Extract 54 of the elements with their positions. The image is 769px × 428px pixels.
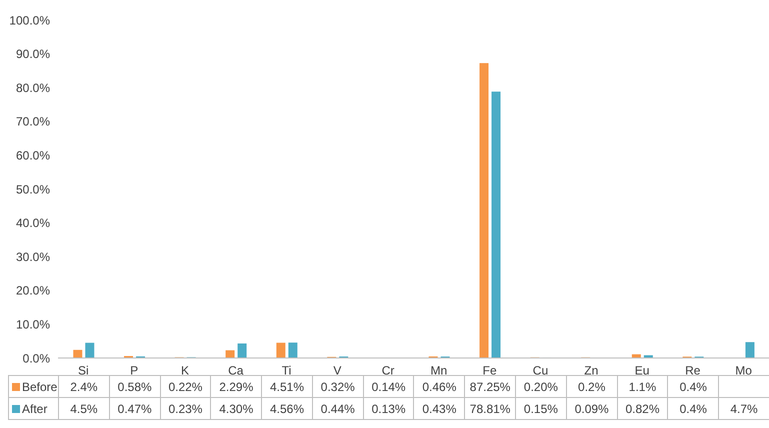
x-tick-label: Fe [482,364,497,378]
data-label: 2.29% [219,380,254,394]
data-label: 4.56% [262,398,312,420]
data-label: 1.1% [628,380,656,394]
data-label: 0.14% [372,380,406,394]
data-label: 4.51% [270,380,304,394]
x-tick-label: Si [78,364,89,378]
x-tick-label: Eu [634,364,650,378]
data-label: 0.58% [118,380,152,394]
data-label: 0.43% [414,398,465,420]
x-tick-label: Cr [382,364,394,378]
data-label: 4.7% [718,398,769,420]
y-tick-label: 50.0% [16,182,50,196]
data-label: 0.46% [422,380,456,394]
legend-label: Before [8,376,58,398]
y-tick-label: 80.0% [16,80,50,95]
x-tick-label: Zn [584,364,598,378]
y-tick-label: 60.0% [16,148,50,162]
data-label: 0.13% [363,398,414,420]
y-tick-label: 40.0% [16,216,50,230]
data-label: 0.47% [109,398,160,420]
data-label: 0.23% [160,398,211,420]
x-tick-label: Ca [228,364,244,378]
data-label: 4.30% [210,398,262,420]
x-tick-label: Mn [430,364,448,378]
y-tick-label: 70.0% [16,114,50,129]
legend-label: After [8,398,58,420]
x-tick-label: Mo [735,364,752,378]
data-label: 0.20% [524,380,558,394]
data-label: 0.4% [668,398,719,420]
x-tick-label: Cu [532,364,548,378]
data-label: 0.4% [680,380,707,394]
x-tick-label: P [130,364,138,378]
data-label: 2.4% [70,380,98,394]
data-label: 0.09% [566,398,618,420]
x-tick-label: V [333,364,342,378]
data-label: 0.15% [516,398,566,420]
y-tick-label: 20.0% [16,284,50,298]
data-label: 0.22% [168,380,202,394]
data-label: 4.5% [58,398,110,420]
y-tick-label: 30.0% [16,250,50,264]
x-tick-label: Re [685,364,701,378]
data-label: 87.25% [470,380,510,394]
data-label: 0.82% [617,398,668,420]
data-label: 0.2% [578,380,606,394]
y-tick-label: 0.0% [22,351,50,366]
y-tick-label: 90.0% [16,47,50,62]
x-tick-label: Ti [282,364,292,378]
x-tick-label: K [180,364,189,378]
data-label: 0.44% [312,398,364,420]
y-tick-label: 100.0% [9,13,50,28]
data-label: 0.32% [320,380,355,394]
y-tick-label: 10.0% [16,317,50,332]
data-label: 78.81% [464,398,516,420]
